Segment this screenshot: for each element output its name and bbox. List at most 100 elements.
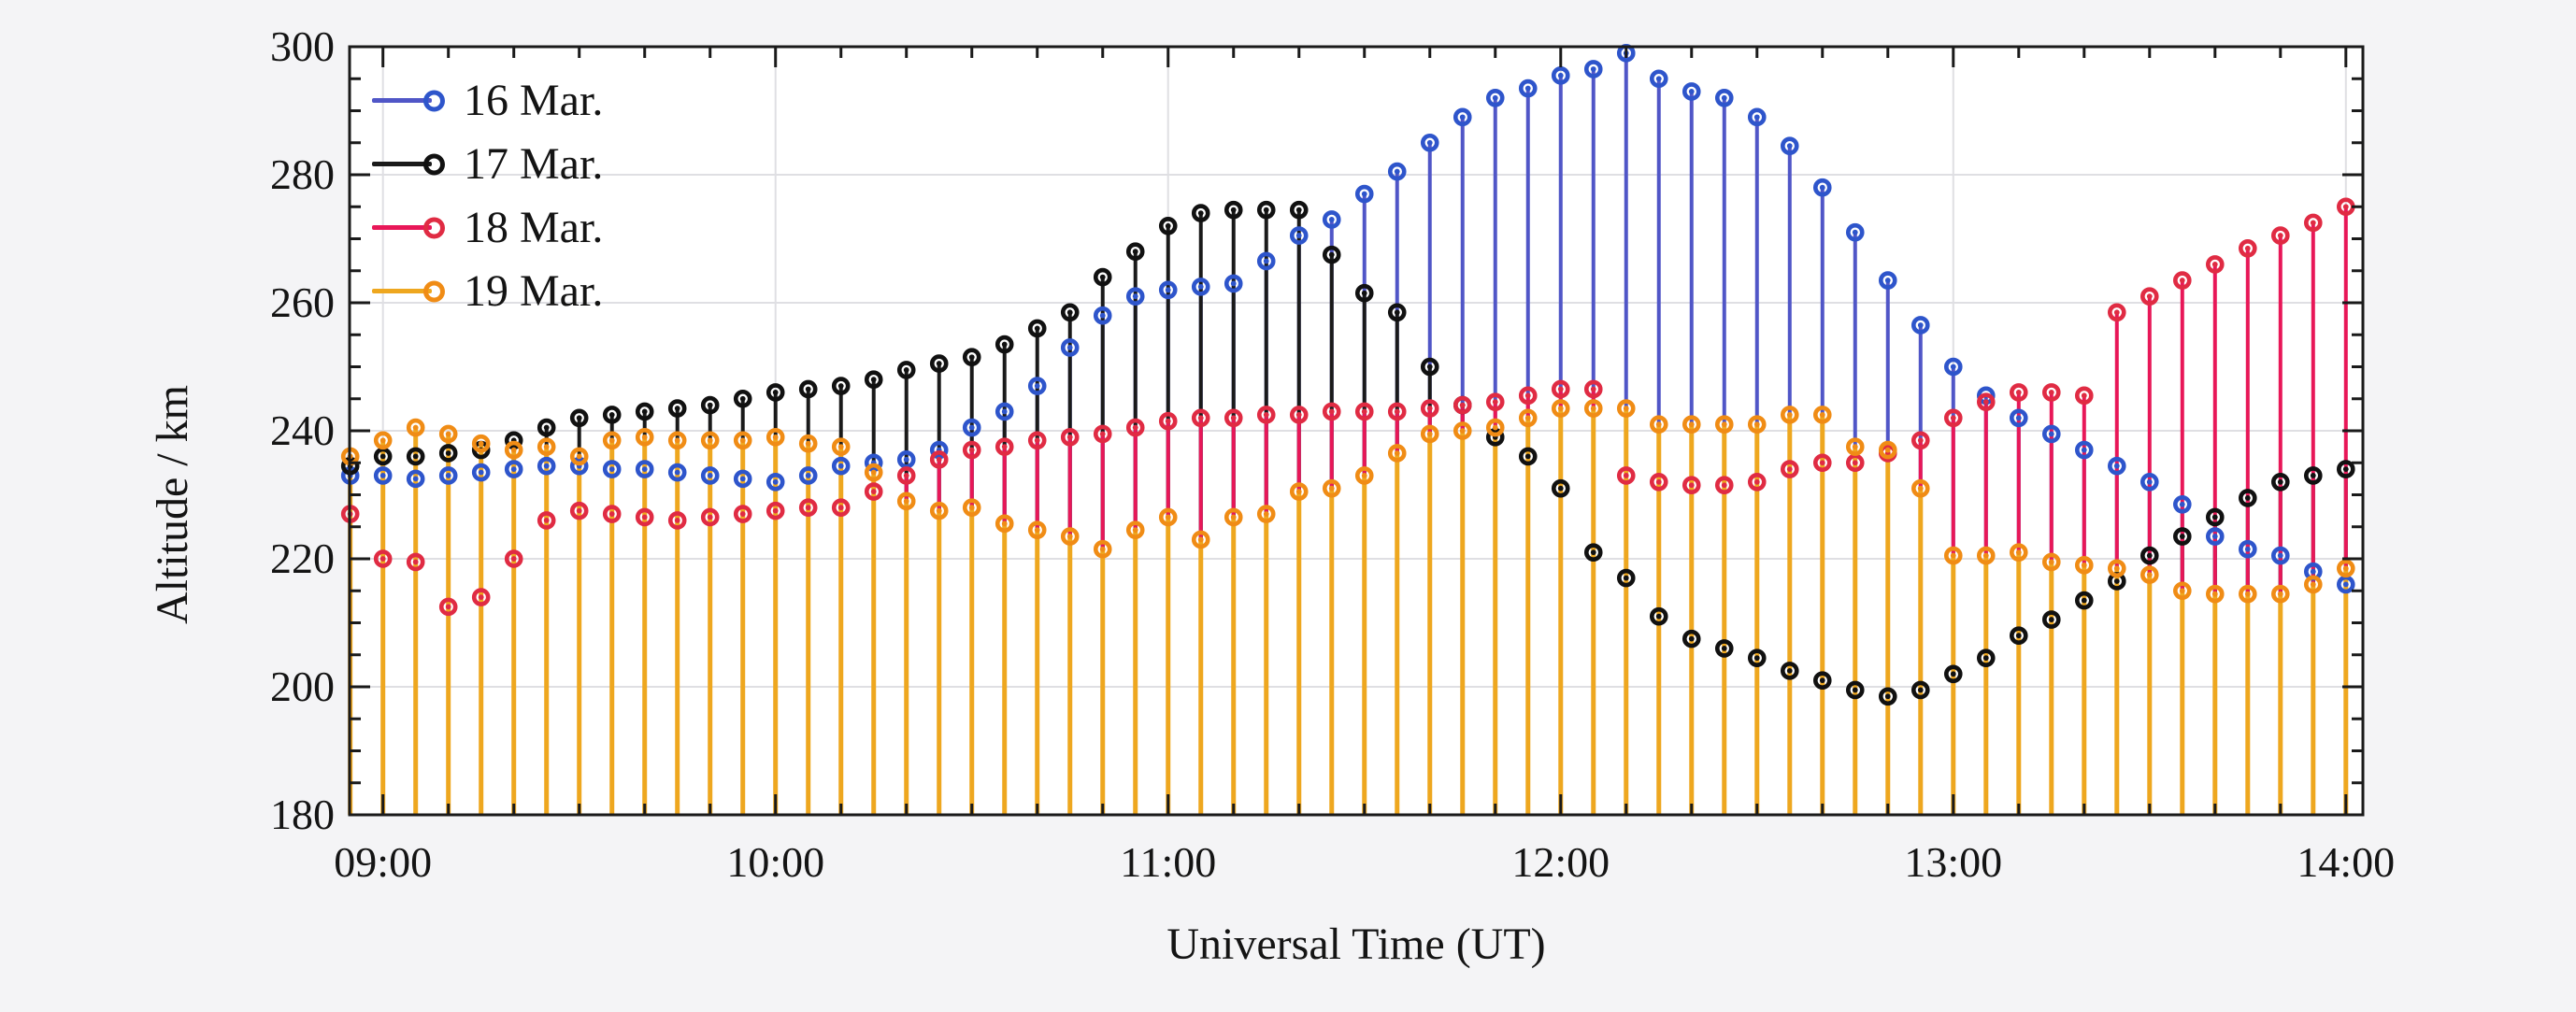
- series-stems: [348, 52, 2349, 815]
- data-marker: [1976, 392, 1996, 411]
- data-marker-dot: [2015, 633, 2022, 639]
- data-marker-dot: [968, 354, 975, 361]
- data-marker-dot: [2342, 565, 2349, 572]
- data-marker: [667, 399, 687, 418]
- data-marker: [1256, 505, 1276, 523]
- data-marker: [1551, 379, 1570, 399]
- data-marker-dot: [1524, 453, 1531, 460]
- data-marker: [667, 463, 687, 482]
- legend: 16 Mar. 17 Mar. 18 Mar. 19 Mar.: [372, 77, 603, 315]
- y-tick-label: 300: [270, 22, 335, 70]
- data-marker-dot: [1721, 482, 1727, 489]
- data-marker-dot: [576, 453, 582, 460]
- data-marker-dot: [1852, 460, 1858, 466]
- data-marker-dot: [1819, 677, 1825, 684]
- data-marker-dot: [1524, 392, 1531, 399]
- data-marker-dot: [1066, 345, 1073, 350]
- data-marker-dot: [2310, 220, 2316, 226]
- data-marker: [1224, 408, 1243, 428]
- data-marker: [1485, 392, 1505, 411]
- data-marker: [864, 463, 883, 482]
- data-marker-dot: [2277, 233, 2283, 238]
- data-marker: [1453, 107, 1472, 127]
- data-marker: [700, 431, 720, 450]
- data-marker: [1649, 606, 1668, 626]
- data-marker: [1682, 476, 1701, 495]
- data-marker: [2074, 556, 2094, 575]
- data-marker-dot: [1623, 406, 1629, 411]
- data-marker-dot: [1066, 534, 1073, 539]
- data-marker: [700, 395, 720, 415]
- data-marker: [1191, 530, 1210, 549]
- data-marker: [2303, 466, 2323, 485]
- data-marker: [373, 431, 393, 450]
- data-marker-dot: [543, 518, 550, 523]
- data-marker-dot: [1917, 437, 1924, 444]
- data-marker-dot: [772, 390, 779, 395]
- data-marker: [1354, 283, 1374, 303]
- data-marker-dot: [1721, 421, 1727, 428]
- legend-marker-icon-16-mar: [423, 90, 445, 111]
- data-marker-dot: [1688, 89, 1695, 94]
- data-marker: [2303, 575, 2323, 594]
- data-marker: [1224, 200, 1243, 220]
- data-marker: [1420, 424, 1439, 444]
- data-marker: [2336, 559, 2355, 578]
- legend-label-16-mar: 16 Mar.: [464, 75, 604, 125]
- data-marker-dot: [674, 469, 680, 476]
- data-marker: [798, 434, 818, 453]
- data-marker: [2009, 383, 2028, 402]
- data-marker-dot: [1099, 274, 1106, 280]
- data-marker: [2041, 610, 2061, 629]
- data-marker-dot: [1426, 139, 1433, 146]
- data-marker-dot: [1263, 411, 1269, 418]
- data-marker-dot: [1295, 233, 1302, 238]
- data-marker-dot: [2081, 392, 2087, 399]
- data-marker: [1125, 520, 1145, 539]
- data-marker-dot: [1001, 444, 1008, 450]
- data-marker: [2336, 460, 2355, 478]
- legend-marker-icon-18-mar: [423, 217, 445, 238]
- data-marker-dot: [1950, 363, 1956, 370]
- data-marker-dot: [2146, 572, 2153, 578]
- data-marker-dot: [412, 476, 419, 482]
- data-marker: [1583, 379, 1603, 399]
- data-marker-dot: [2113, 578, 2120, 584]
- data-marker: [1812, 453, 1832, 473]
- data-marker: [2041, 552, 2061, 572]
- data-marker-dot: [1459, 114, 1466, 121]
- data-marker: [2041, 424, 2061, 444]
- data-marker-dot: [1655, 76, 1662, 82]
- data-marker: [798, 379, 818, 399]
- data-marker: [1322, 210, 1341, 229]
- data-marker-dot: [608, 466, 615, 472]
- data-marker: [2238, 489, 2257, 507]
- data-marker: [1911, 478, 1930, 498]
- data-marker-dot: [968, 424, 975, 431]
- data-marker: [667, 431, 687, 450]
- data-marker: [2238, 584, 2257, 604]
- data-marker-dot: [870, 469, 877, 476]
- markers-17-mar-: [340, 200, 2355, 706]
- data-marker-dot: [1361, 191, 1367, 197]
- x-tick-label: 09:00: [334, 838, 432, 886]
- data-marker: [1714, 89, 1734, 107]
- data-marker: [1616, 399, 1636, 418]
- data-marker-dot: [1361, 408, 1367, 415]
- data-marker-dot: [1426, 431, 1433, 437]
- data-marker: [1420, 133, 1439, 152]
- data-marker-dot: [1132, 424, 1138, 431]
- data-marker: [1322, 402, 1341, 421]
- data-marker: [1387, 402, 1407, 421]
- data-marker-dot: [936, 361, 942, 366]
- data-marker-dot: [608, 411, 615, 418]
- legend-marker-icon-19-mar: [423, 280, 445, 302]
- data-marker-dot: [1655, 421, 1662, 428]
- data-marker: [1191, 408, 1210, 428]
- data-marker: [1878, 687, 1897, 706]
- data-marker-dot: [837, 463, 844, 469]
- data-marker: [2172, 581, 2192, 601]
- data-marker: [1158, 507, 1178, 527]
- data-marker: [962, 498, 981, 518]
